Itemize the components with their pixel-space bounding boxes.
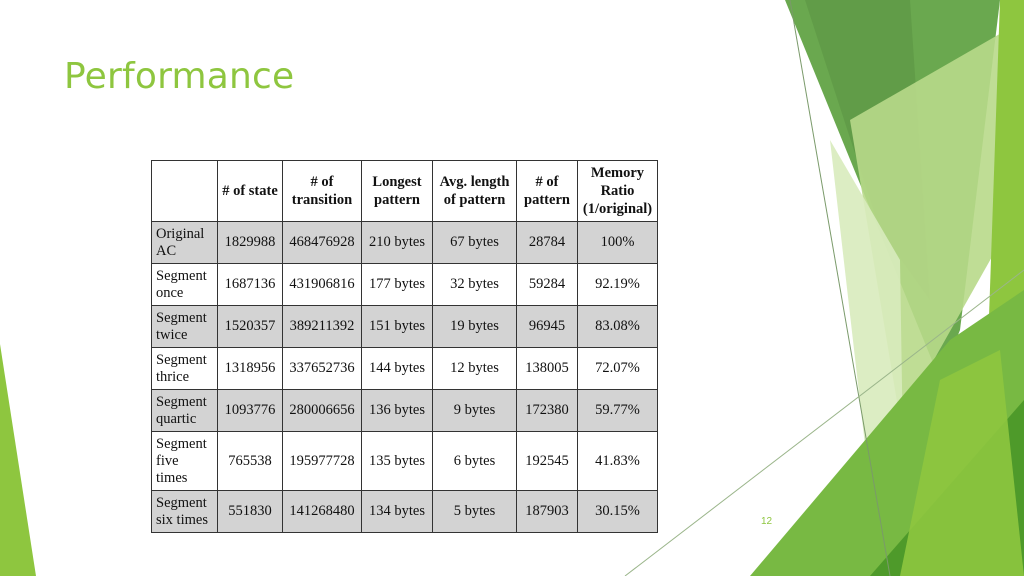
cell-memory-ratio: 72.07% xyxy=(577,347,658,390)
row-label: Segment five times xyxy=(151,431,218,491)
cell-patterns: 138005 xyxy=(516,347,578,390)
cell-longest: 151 bytes xyxy=(361,305,433,348)
cell-patterns: 96945 xyxy=(516,305,578,348)
cell-patterns: 187903 xyxy=(516,490,578,533)
cell-memory-ratio: 41.83% xyxy=(577,431,658,491)
performance-table: # of state # of transition Longest patte… xyxy=(151,160,658,533)
row-label: Segment twice xyxy=(151,305,218,348)
table-row: Segment once 1687136 431906816 177 bytes… xyxy=(151,263,658,306)
row-label: Segment once xyxy=(151,263,218,306)
cell-avg-length: 9 bytes xyxy=(432,389,517,432)
cell-avg-length: 67 bytes xyxy=(432,221,517,264)
cell-avg-length: 5 bytes xyxy=(432,490,517,533)
cell-longest: 134 bytes xyxy=(361,490,433,533)
cell-states: 1520357 xyxy=(217,305,283,348)
header-cell-transitions: # of transition xyxy=(282,160,362,222)
header-cell-states: # of state xyxy=(217,160,283,222)
slide-title: Performance xyxy=(64,56,295,97)
deco-bottom-lime xyxy=(900,350,1024,576)
cell-longest: 210 bytes xyxy=(361,221,433,264)
header-cell-empty xyxy=(151,160,218,222)
cell-transitions: 195977728 xyxy=(282,431,362,491)
cell-longest: 144 bytes xyxy=(361,347,433,390)
table-row: Segment quartic 1093776 280006656 136 by… xyxy=(151,389,658,432)
cell-transitions: 141268480 xyxy=(282,490,362,533)
header-cell-memory-ratio: Memory Ratio (1/original) xyxy=(577,160,658,222)
deco-thin-line-2 xyxy=(624,269,1024,576)
deco-left-wedge xyxy=(0,344,36,576)
cell-memory-ratio: 100% xyxy=(577,221,658,264)
header-cell-longest-pattern: Longest pattern xyxy=(361,160,433,222)
table-row: Segment six times 551830 141268480 134 b… xyxy=(151,490,658,533)
row-label: Segment quartic xyxy=(151,389,218,432)
cell-transitions: 468476928 xyxy=(282,221,362,264)
cell-transitions: 337652736 xyxy=(282,347,362,390)
cell-states: 551830 xyxy=(217,490,283,533)
table-header-row: # of state # of transition Longest patte… xyxy=(151,160,658,222)
table-row: Segment five times 765538 195977728 135 … xyxy=(151,431,658,491)
cell-patterns: 59284 xyxy=(516,263,578,306)
cell-memory-ratio: 59.77% xyxy=(577,389,658,432)
cell-longest: 135 bytes xyxy=(361,431,433,491)
cell-patterns: 192545 xyxy=(516,431,578,491)
cell-patterns: 172380 xyxy=(516,389,578,432)
cell-states: 1687136 xyxy=(217,263,283,306)
cell-memory-ratio: 92.19% xyxy=(577,263,658,306)
cell-avg-length: 12 bytes xyxy=(432,347,517,390)
cell-longest: 177 bytes xyxy=(361,263,433,306)
cell-states: 1318956 xyxy=(217,347,283,390)
deco-thin-line-1 xyxy=(789,0,891,576)
row-label: Segment six times xyxy=(151,490,218,533)
table-row: Segment twice 1520357 389211392 151 byte… xyxy=(151,305,658,348)
cell-transitions: 280006656 xyxy=(282,389,362,432)
cell-transitions: 431906816 xyxy=(282,263,362,306)
row-label: Original AC xyxy=(151,221,218,264)
cell-avg-length: 19 bytes xyxy=(432,305,517,348)
header-cell-patterns: # of pattern xyxy=(516,160,578,222)
cell-states: 1829988 xyxy=(217,221,283,264)
slide-number: 12 xyxy=(761,516,773,527)
cell-states: 1093776 xyxy=(217,389,283,432)
header-cell-avg-length: Avg. length of pattern xyxy=(432,160,517,222)
table-row: Original AC 1829988 468476928 210 bytes … xyxy=(151,221,658,264)
cell-avg-length: 32 bytes xyxy=(432,263,517,306)
cell-avg-length: 6 bytes xyxy=(432,431,517,491)
cell-states: 765538 xyxy=(217,431,283,491)
cell-longest: 136 bytes xyxy=(361,389,433,432)
table-row: Segment thrice 1318956 337652736 144 byt… xyxy=(151,347,658,390)
cell-memory-ratio: 30.15% xyxy=(577,490,658,533)
row-label: Segment thrice xyxy=(151,347,218,390)
cell-memory-ratio: 83.08% xyxy=(577,305,658,348)
cell-transitions: 389211392 xyxy=(282,305,362,348)
cell-patterns: 28784 xyxy=(516,221,578,264)
